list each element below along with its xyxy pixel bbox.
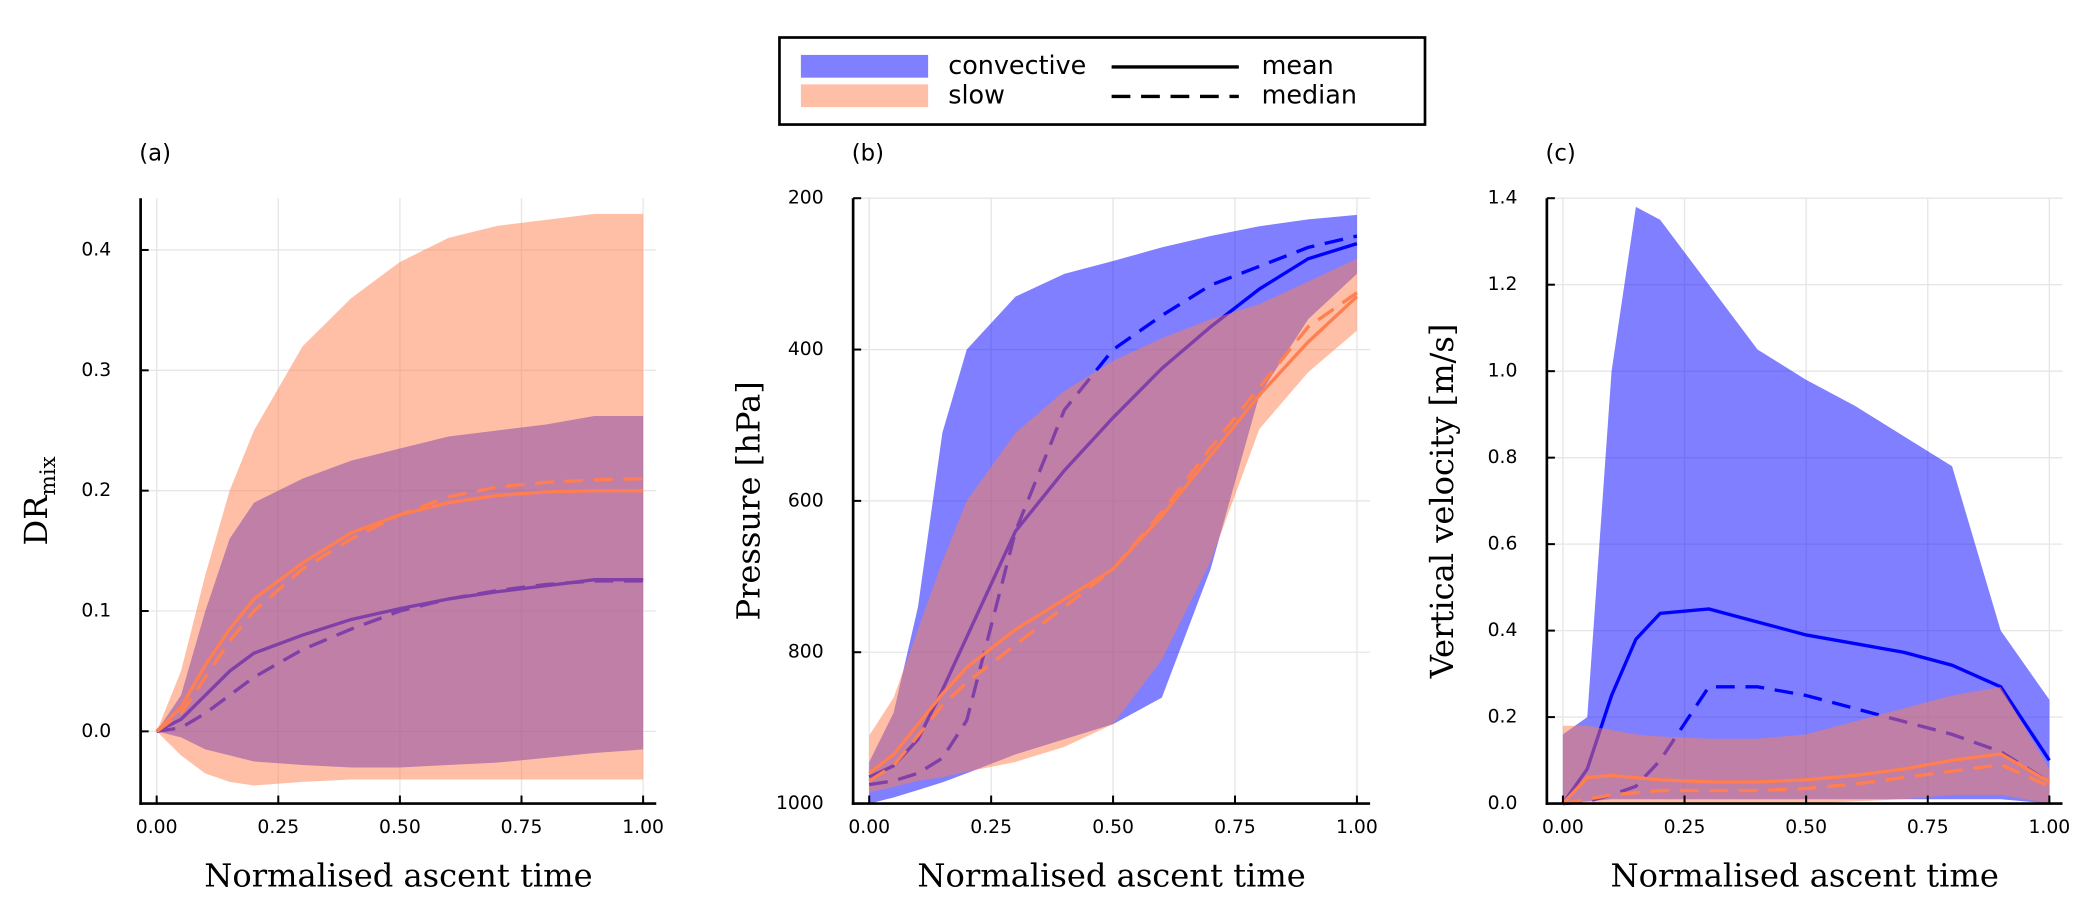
y-tick-label: 1.2 [1488, 274, 1518, 295]
x-tick-label: 0.75 [501, 817, 543, 838]
x-tick-label: 0.50 [1092, 817, 1134, 838]
legend-label: slow [948, 79, 1005, 109]
y-tick-label: 800 [788, 642, 824, 663]
y-axis-label: DRmix [17, 456, 61, 545]
y-tick-label: 600 [788, 490, 824, 511]
x-tick-label: 0.25 [970, 817, 1012, 838]
x-tick-label: 0.25 [257, 817, 299, 838]
y-tick-label: 200 [788, 188, 824, 209]
panel-label: (b) [852, 141, 884, 167]
panel: 0.00 0.25 0.50 0.75 1.00 0.0 0.2 0.4 0.6 0.8 1.0 1.… [1423, 141, 2070, 895]
x-tick-label: 0.75 [1214, 817, 1256, 838]
band-area [1562, 206, 2050, 804]
band-area [869, 258, 1357, 793]
y-tick-label: 0.2 [1488, 707, 1518, 728]
x-tick-label: 0.00 [848, 817, 890, 838]
y-tick-label: 0.8 [1488, 447, 1518, 468]
legend-swatch [800, 84, 929, 108]
x-tick-label: 0.00 [136, 817, 178, 838]
mean-line [1561, 607, 2051, 805]
legend-label: mean [1262, 50, 1334, 80]
median-line [155, 476, 644, 733]
y-tick-label: 0.2 [81, 480, 111, 501]
y-axis-label: Pressure [hPa] [729, 381, 767, 620]
x-tick-label: 1.00 [2028, 817, 2070, 838]
y-tick-label: 0.3 [81, 360, 111, 381]
x-tick-label: 0.25 [1664, 817, 1706, 838]
legend-label: median [1262, 79, 1357, 109]
x-axis-label: Normalised ascent time [1611, 857, 1999, 895]
panel: 0.00 0.25 0.50 0.75 1.00 200 400 600 800 1000 (b) N… [729, 141, 1377, 895]
x-axis-label: Normalised ascent time [917, 857, 1305, 895]
y-tick-label: 0.0 [1488, 793, 1518, 814]
legend-label: convective [948, 50, 1086, 80]
y-tick-label: 0.1 [81, 601, 111, 622]
y-axis-label-text: DR [17, 495, 55, 546]
x-tick-label: 0.50 [1785, 817, 1827, 838]
median-line [868, 291, 1358, 783]
y-tick-label: 0.0 [81, 721, 111, 742]
y-tick-label: 1.4 [1488, 188, 1518, 209]
mean-line [868, 295, 1359, 775]
x-tick-label: 1.00 [622, 817, 664, 838]
x-axis-label: Normalised ascent time [204, 857, 592, 895]
panel-label: (c) [1546, 141, 1576, 167]
x-tick-label: 0.00 [1542, 817, 1584, 838]
mean-line [155, 488, 644, 733]
y-tick-label: 1000 [776, 793, 824, 814]
y-tick-label: 0.4 [81, 239, 111, 260]
median-line [1562, 762, 2051, 806]
y-axis-label-subscript: mix [36, 456, 61, 495]
mean-line [1561, 752, 2051, 805]
y-axis-label-text: Pressure [hPa] [729, 381, 767, 620]
band-area [156, 213, 644, 786]
y-axis-label-text: Vertical velocity [m/s] [1423, 324, 1461, 680]
x-tick-label: 0.50 [379, 817, 421, 838]
panel: 0.00 0.25 0.50 0.75 1.00 0.0 0.1 0.2 0.3 0.4 (a) No… [17, 141, 664, 895]
panel-label: (a) [139, 141, 171, 167]
y-tick-label: 1.0 [1488, 361, 1518, 382]
legend-box [778, 36, 1427, 126]
y-tick-label: 400 [788, 339, 824, 360]
x-tick-label: 0.75 [1907, 817, 1949, 838]
y-axis-label: Vertical velocity [m/s] [1423, 324, 1461, 680]
y-tick-label: 0.6 [1488, 534, 1518, 555]
x-tick-label: 1.00 [1336, 817, 1378, 838]
y-tick-label: 0.4 [1488, 620, 1518, 641]
legend-swatch [800, 54, 929, 78]
